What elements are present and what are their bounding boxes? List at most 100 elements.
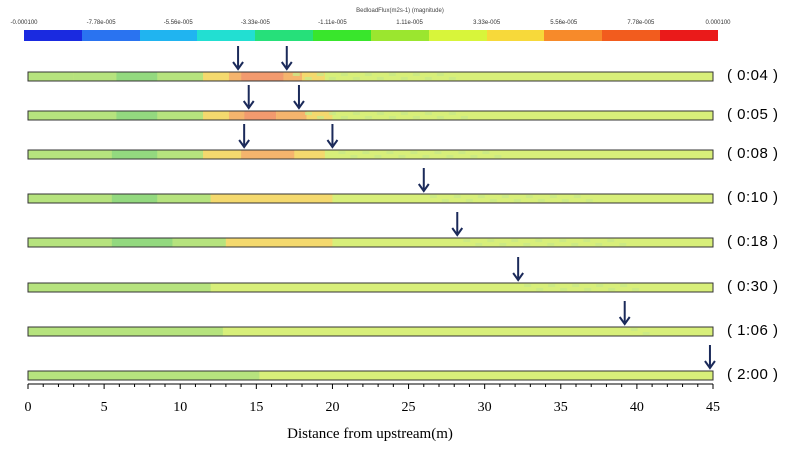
texture-mark	[630, 328, 638, 331]
front-arrow-icon	[232, 46, 244, 71]
channel-base	[28, 371, 713, 380]
legend-swatch	[81, 30, 140, 41]
flux-segment	[203, 150, 242, 159]
legend-tick-label: -5.56e-005	[163, 20, 193, 26]
texture-mark	[559, 239, 567, 242]
channel-snapshot	[27, 168, 714, 204]
time-label: ( 0:08 )	[727, 145, 779, 162]
texture-mark	[453, 195, 461, 198]
texture-mark	[535, 239, 543, 242]
time-label: ( 0:10 )	[727, 189, 779, 206]
legend-swatch	[602, 30, 661, 41]
texture-mark	[560, 288, 568, 291]
texture-mark	[607, 239, 615, 242]
time-label: ( 0:05 )	[727, 106, 779, 123]
texture-mark	[316, 116, 324, 119]
texture-mark	[441, 199, 449, 202]
texture-mark	[376, 112, 384, 115]
texture-mark	[608, 288, 616, 291]
legend-tick-label: 7.78e-005	[627, 20, 655, 26]
texture-mark	[487, 239, 495, 242]
legend-tick-label: -7.78e-005	[86, 20, 116, 26]
texture-mark	[501, 195, 509, 198]
front-arrow-icon	[293, 85, 305, 110]
front-arrow-icon	[704, 345, 716, 370]
texture-mark	[494, 155, 502, 158]
texture-mark	[424, 77, 432, 80]
texture-mark	[458, 151, 466, 154]
texture-mark	[465, 199, 473, 202]
flux-segment	[116, 72, 158, 81]
texture-mark	[482, 151, 490, 154]
texture-mark	[316, 73, 324, 76]
channel-outline	[27, 149, 714, 160]
channel-snapshot	[27, 212, 714, 248]
texture-mark	[511, 239, 519, 242]
legend-tick-label: -3.33e-005	[240, 20, 270, 26]
flux-segment	[225, 238, 333, 247]
time-label: ( 0:30 )	[727, 278, 779, 295]
texture-mark	[364, 73, 372, 76]
channel-base	[28, 111, 713, 120]
texture-mark	[523, 243, 531, 246]
flux-segment	[28, 72, 74, 81]
x-tick-label: 15	[249, 400, 264, 415]
texture-mark	[429, 195, 437, 198]
texture-mark	[434, 151, 442, 154]
flux-segment	[157, 72, 204, 81]
front-arrow-icon	[417, 168, 430, 193]
channel-base	[28, 283, 713, 292]
texture-mark	[547, 243, 555, 246]
legend-swatch	[197, 30, 256, 41]
texture-mark	[388, 116, 396, 119]
front-arrow-icon	[280, 46, 293, 71]
texture-mark	[304, 77, 312, 80]
legend-swatch	[486, 30, 545, 41]
texture-mark	[364, 116, 372, 119]
channel-outline	[27, 71, 714, 82]
channel-snapshot	[27, 301, 714, 337]
channel-outline	[27, 370, 714, 381]
texture-mark	[549, 195, 557, 198]
legend-swatch	[139, 30, 198, 41]
texture-mark	[328, 77, 336, 80]
legend-tick-label: -1.11e-005	[318, 20, 347, 26]
flux-segment	[28, 111, 117, 120]
texture-mark	[362, 151, 370, 154]
texture-mark	[460, 116, 468, 119]
texture-mark	[573, 195, 581, 198]
flux-segment	[111, 194, 158, 203]
texture-mark	[446, 155, 454, 158]
texture-mark	[292, 73, 300, 76]
front-arrow-icon	[238, 124, 250, 149]
flux-segment	[157, 150, 204, 159]
texture-mark	[340, 73, 348, 76]
x-tick-label: 10	[173, 400, 188, 415]
texture-mark	[436, 73, 444, 76]
flux-segment	[111, 150, 158, 159]
color-legend-bar	[24, 30, 718, 41]
texture-mark	[424, 112, 432, 115]
legend-tick-label: 1.11e-005	[396, 20, 423, 26]
texture-mark	[328, 112, 336, 115]
legend-swatch	[370, 30, 429, 41]
flux-segment	[294, 150, 325, 159]
texture-mark	[352, 77, 360, 80]
channel-snapshot	[27, 257, 714, 293]
x-tick-label: 20	[325, 400, 340, 415]
channel-snapshot	[27, 124, 714, 160]
texture-mark	[475, 243, 483, 246]
texture-mark	[620, 284, 628, 287]
legend-title: BedloadFlux(m2s-1) (magnitude)	[356, 8, 444, 14]
flux-segment	[244, 111, 277, 120]
flux-segment	[28, 150, 112, 159]
texture-mark	[388, 73, 396, 76]
texture-mark	[524, 284, 532, 287]
front-arrow-icon	[326, 124, 339, 149]
flux-segment	[28, 371, 260, 380]
flux-segment	[28, 283, 211, 292]
flux-segment	[283, 72, 302, 81]
texture-mark	[536, 288, 544, 291]
legend-swatch	[544, 30, 603, 41]
channel-outline	[27, 282, 714, 293]
